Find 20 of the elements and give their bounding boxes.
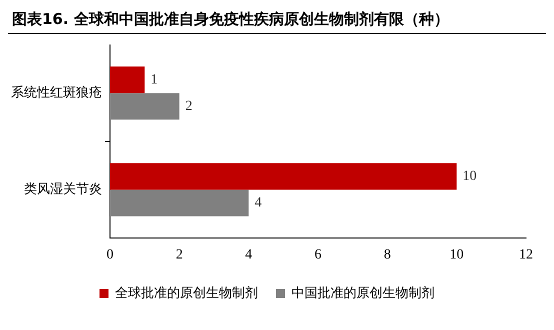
x-tick-label: 0: [106, 248, 114, 263]
data-label: 1: [150, 72, 158, 88]
chart-title: 图表16. 全球和中国批准自身免疫性疾病原创生物制剂有限（种）: [8, 8, 546, 34]
bar: [110, 93, 180, 120]
x-tick-label: 6: [314, 248, 322, 263]
bar: [110, 190, 249, 216]
y-tick-label: 系统性红斑狼疮: [11, 84, 102, 100]
x-tick-label: 4: [245, 248, 252, 263]
y-tick-label: 类风湿关节炎: [24, 181, 102, 196]
data-label: 2: [185, 99, 192, 114]
x-tick-label: 8: [384, 248, 391, 263]
data-label: 10: [462, 169, 477, 184]
x-tick-label: 12: [519, 248, 533, 263]
bar: [110, 66, 145, 94]
x-tick-label: 2: [176, 248, 183, 263]
x-tick-label: 10: [450, 248, 464, 263]
data-label: 4: [254, 196, 262, 211]
legend-label: 中国批准的原创生物制剂: [292, 284, 434, 300]
legend-label: 全球批准的原创生物制剂: [115, 284, 258, 300]
bar: [110, 163, 457, 190]
